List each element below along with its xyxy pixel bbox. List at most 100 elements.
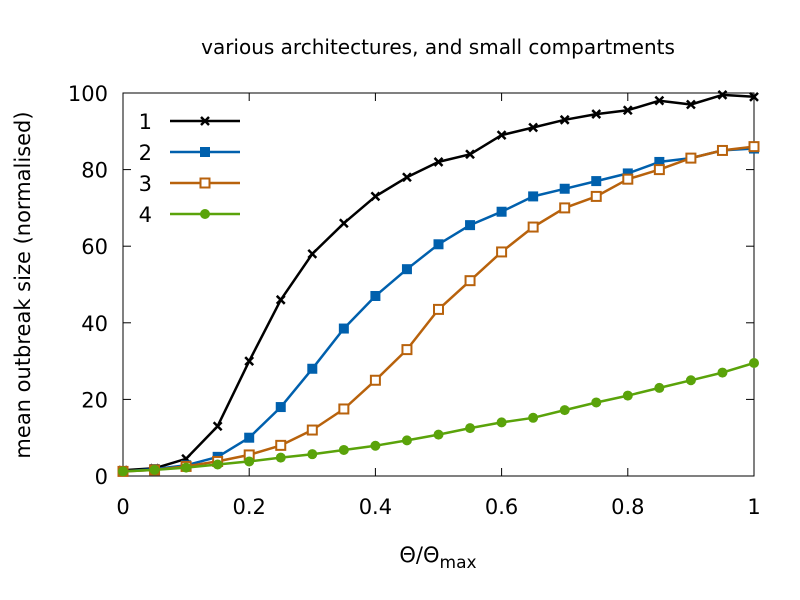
y-tick-label: 60 <box>81 235 108 259</box>
series-1-point-stroke-b <box>528 122 539 133</box>
legend: 1 2 3 4 <box>139 110 240 227</box>
series-2-point <box>559 183 570 194</box>
series-1-point <box>370 191 381 202</box>
series-1-point <box>465 149 475 160</box>
series-4-point <box>212 459 223 470</box>
series-1-point <box>717 90 728 100</box>
series-4 <box>118 358 759 477</box>
series-1-point-stroke-b <box>275 294 286 305</box>
series-1-point <box>528 122 539 133</box>
y-tick-label: 0 <box>95 465 108 489</box>
series-3-point <box>464 275 476 287</box>
series-1-point-stroke-b <box>307 248 318 259</box>
series-2-point <box>528 191 539 202</box>
series-1-point-stroke-b <box>717 90 728 100</box>
series-1-point <box>686 99 696 110</box>
series-1-point-stroke-b <box>338 218 349 229</box>
series-3-point <box>433 303 444 315</box>
chart-title: various architectures, and small compart… <box>201 35 675 59</box>
x-axis-label-subscript: max <box>440 553 477 573</box>
legend-marker-2 <box>200 147 210 157</box>
series-1-point-stroke-b <box>244 356 255 366</box>
series-4-point <box>118 466 128 477</box>
series-2-point <box>275 402 286 413</box>
series-1-point <box>591 109 602 119</box>
series-1-point <box>275 294 286 305</box>
series-4-point <box>275 452 286 463</box>
series-2-point <box>496 206 507 217</box>
series-1-point-stroke-b <box>370 191 381 202</box>
series-4-point <box>401 435 412 446</box>
series-1-point <box>622 105 633 116</box>
x-tick-label: 0.6 <box>485 495 518 519</box>
series-1-point <box>338 218 349 229</box>
series-2-point <box>338 323 349 334</box>
y-axis-label: mean outbreak size (normalised) <box>11 111 35 458</box>
x-axis-label: Θ/Θmax <box>399 543 476 573</box>
series-4-point <box>338 444 349 455</box>
series-4-point <box>496 417 507 428</box>
series-1-point-stroke-b <box>496 130 507 141</box>
series-1-point <box>749 91 759 102</box>
series-1-point-stroke-b <box>212 421 223 432</box>
series-4-point <box>685 375 696 386</box>
series-4-point <box>433 429 444 440</box>
y-tick-label: 100 <box>68 82 108 106</box>
series-3 <box>117 141 760 477</box>
series-3-point <box>622 173 634 185</box>
legend-label-2: 2 <box>139 141 152 165</box>
series-3-point <box>275 439 287 451</box>
y-tick-label: 40 <box>81 312 108 336</box>
series-3-point <box>685 152 697 164</box>
legend-marker-1-stroke-b <box>200 116 210 126</box>
series-2-point <box>307 363 318 374</box>
series-4-point <box>717 367 728 378</box>
series-2-point <box>370 290 381 301</box>
series-1-point-stroke-b <box>622 105 633 116</box>
series-1-point-stroke-b <box>749 91 759 102</box>
legend-label-1: 1 <box>139 110 152 134</box>
series-4-point <box>591 397 602 408</box>
series-1-point <box>559 114 570 125</box>
series-4-point <box>749 358 759 369</box>
series-2-point <box>622 168 633 179</box>
plot-frame <box>122 92 755 477</box>
series-1 <box>118 90 759 476</box>
y-tick-label: 20 <box>81 388 108 412</box>
series-3-point <box>748 141 760 153</box>
legend-marker-4 <box>200 209 210 219</box>
series-3-point <box>496 246 508 258</box>
series-1-point-stroke-b <box>402 172 412 183</box>
series-3-point <box>653 164 665 176</box>
x-tick-label: 0 <box>116 495 129 519</box>
series-2-point <box>654 156 665 167</box>
series-4-point <box>559 405 570 416</box>
series-4-point <box>654 382 665 393</box>
series-4-point <box>181 462 192 473</box>
series-1-point <box>496 130 507 141</box>
series-4-point <box>149 464 160 475</box>
x-tick-label: 0.8 <box>611 495 644 519</box>
series-3-point <box>401 344 413 356</box>
series-2-point <box>244 432 255 443</box>
series-1-point <box>433 157 444 167</box>
series-1-point <box>212 421 223 432</box>
series-4-point <box>307 449 318 460</box>
series-1-point <box>402 172 412 183</box>
series-3-point <box>369 374 381 386</box>
series-1-point-stroke-b <box>465 149 475 160</box>
series-2-point <box>591 176 602 187</box>
series-3-point <box>306 424 318 436</box>
series-1-point-stroke-b <box>433 157 444 167</box>
series-2-point <box>401 264 412 275</box>
x-tick-label: 0.2 <box>232 495 265 519</box>
series-1-point-stroke-b <box>686 99 696 110</box>
series-1-point-stroke-b <box>654 95 665 106</box>
legend-label-3: 3 <box>139 172 152 196</box>
x-tick-label: 1 <box>747 495 760 519</box>
plot-marks: 0 20 40 60 80 100 0 0.2 0.4 0.6 0.8 1 1 2 3 4 <box>68 82 761 519</box>
series-3-point <box>559 202 571 214</box>
x-tick-label: 0.4 <box>359 495 392 519</box>
legend-marker-3 <box>199 177 211 189</box>
